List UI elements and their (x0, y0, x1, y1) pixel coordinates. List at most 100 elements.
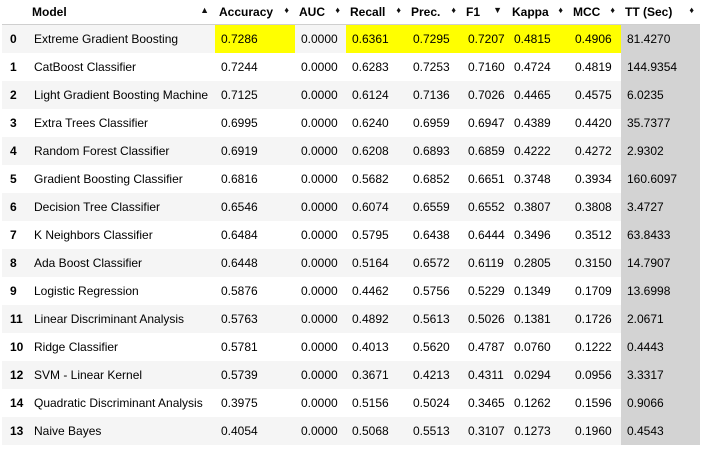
accuracy-cell: 0.5739 (215, 361, 295, 389)
model-name-cell: SVM - Linear Kernel (28, 361, 215, 389)
header-recall[interactable]: Recall ♦ (346, 0, 407, 25)
tt-cell: 0.4543 (621, 417, 700, 445)
recall-cell: 0.5164 (346, 249, 407, 277)
auc-cell: 0.0000 (295, 81, 346, 109)
prec-cell: 0.6959 (407, 109, 462, 137)
sort-arrows-icon[interactable]: ♦ (610, 5, 615, 15)
kappa-cell: 0.2805 (508, 249, 569, 277)
recall-cell: 0.3671 (346, 361, 407, 389)
mcc-cell: 0.4420 (569, 109, 621, 137)
table-row: 14 Quadratic Discriminant Analysis 0.3975 0… (2, 389, 700, 417)
recall-cell: 0.4462 (346, 277, 407, 305)
row-index: 12 (2, 361, 28, 389)
table-row: 3 Extra Trees Classifier 0.6995 0.0000 0.624… (2, 109, 700, 137)
row-index: 1 (2, 53, 28, 81)
table-row: 5 Gradient Boosting Classifier 0.6816 0.000… (2, 165, 700, 193)
model-name-cell: Gradient Boosting Classifier (28, 165, 215, 193)
sort-arrows-icon[interactable]: ♦ (558, 5, 563, 15)
row-index: 13 (2, 417, 28, 445)
prec-cell: 0.6438 (407, 221, 462, 249)
header-auc[interactable]: AUC ♦ (295, 0, 346, 25)
prec-cell: 0.5620 (407, 333, 462, 361)
f1-cell: 0.7207 (462, 24, 508, 53)
recall-cell: 0.6208 (346, 137, 407, 165)
model-name-cell: K Neighbors Classifier (28, 221, 215, 249)
kappa-cell: 0.3748 (508, 165, 569, 193)
sort-arrows-icon[interactable]: ♦ (396, 5, 401, 15)
model-name-cell: Quadratic Discriminant Analysis (28, 389, 215, 417)
mcc-cell: 0.3808 (569, 193, 621, 221)
model-name-cell: CatBoost Classifier (28, 53, 215, 81)
prec-cell: 0.7295 (407, 24, 462, 53)
sort-arrows-icon[interactable]: ♦ (689, 5, 694, 15)
header-tt[interactable]: TT (Sec) ♦ (621, 0, 700, 25)
mcc-cell: 0.1960 (569, 417, 621, 445)
f1-cell: 0.4311 (462, 361, 508, 389)
model-name-cell: Light Gradient Boosting Machine (28, 81, 215, 109)
kappa-cell: 0.0760 (508, 333, 569, 361)
row-index: 8 (2, 249, 28, 277)
accuracy-cell: 0.7125 (215, 81, 295, 109)
table-row: 0 Extreme Gradient Boosting 0.7286 0.0000 0.… (2, 24, 700, 53)
model-name-cell: Linear Discriminant Analysis (28, 305, 215, 333)
auc-cell: 0.0000 (295, 137, 346, 165)
accuracy-cell: 0.3975 (215, 389, 295, 417)
auc-cell: 0.0000 (295, 277, 346, 305)
mcc-cell: 0.1596 (569, 389, 621, 417)
header-row: Model ▲︎ Accuracy ♦ AUC ♦ Recall ♦ Prec. ♦ F1… (2, 0, 700, 25)
model-name-cell: Ada Boost Classifier (28, 249, 215, 277)
row-index: 11 (2, 305, 28, 333)
accuracy-cell: 0.6546 (215, 193, 295, 221)
mcc-cell: 0.4272 (569, 137, 621, 165)
auc-cell: 0.0000 (295, 249, 346, 277)
sort-desc-icon[interactable]: ▼ (493, 5, 502, 15)
prec-cell: 0.6893 (407, 137, 462, 165)
row-index: 7 (2, 221, 28, 249)
header-accuracy[interactable]: Accuracy ♦ (215, 0, 295, 25)
mcc-cell: 0.4819 (569, 53, 621, 81)
header-prec[interactable]: Prec. ♦ (407, 0, 462, 25)
header-mcc[interactable]: MCC ♦ (569, 0, 621, 25)
header-kappa[interactable]: Kappa ♦ (508, 0, 569, 25)
recall-cell: 0.5068 (346, 417, 407, 445)
auc-cell: 0.0000 (295, 305, 346, 333)
sort-arrows-icon[interactable]: ▲︎ (200, 5, 209, 15)
sort-arrows-icon[interactable]: ♦ (284, 5, 289, 15)
accuracy-cell: 0.7244 (215, 53, 295, 81)
auc-cell: 0.0000 (295, 333, 346, 361)
auc-cell: 0.0000 (295, 53, 346, 81)
header-f1[interactable]: F1 ▼ (462, 0, 508, 25)
tt-cell: 144.9354 (621, 53, 700, 81)
row-index: 6 (2, 193, 28, 221)
prec-cell: 0.6852 (407, 165, 462, 193)
table-row: 10 Ridge Classifier 0.5781 0.0000 0.4013 0.56… (2, 333, 700, 361)
model-name-cell: Ridge Classifier (28, 333, 215, 361)
row-index: 2 (2, 81, 28, 109)
table-body: 0 Extreme Gradient Boosting 0.7286 0.0000 0.… (2, 24, 700, 445)
mcc-cell: 0.4575 (569, 81, 621, 109)
prec-cell: 0.7136 (407, 81, 462, 109)
recall-cell: 0.5795 (346, 221, 407, 249)
f1-cell: 0.5026 (462, 305, 508, 333)
sort-arrows-icon[interactable]: ♦ (335, 5, 340, 15)
mcc-cell: 0.1222 (569, 333, 621, 361)
model-comparison-table: Model ▲︎ Accuracy ♦ AUC ♦ Recall ♦ Prec. ♦ F1… (2, 0, 700, 445)
auc-cell: 0.0000 (295, 221, 346, 249)
tt-cell: 6.0235 (621, 81, 700, 109)
recall-cell: 0.5156 (346, 389, 407, 417)
accuracy-cell: 0.6816 (215, 165, 295, 193)
sort-arrows-icon[interactable]: ♦ (451, 5, 456, 15)
table-row: 13 Naive Bayes 0.4054 0.0000 0.5068 0.5513 0.3… (2, 417, 700, 445)
f1-cell: 0.6119 (462, 249, 508, 277)
mcc-cell: 0.3150 (569, 249, 621, 277)
tt-cell: 35.7377 (621, 109, 700, 137)
recall-cell: 0.6240 (346, 109, 407, 137)
recall-cell: 0.6124 (346, 81, 407, 109)
recall-cell: 0.4013 (346, 333, 407, 361)
recall-cell: 0.6283 (346, 53, 407, 81)
table-row: 4 Random Forest Classifier 0.6919 0.0000 0.6… (2, 137, 700, 165)
accuracy-cell: 0.7286 (215, 24, 295, 53)
model-name-cell: Naive Bayes (28, 417, 215, 445)
mcc-cell: 0.3934 (569, 165, 621, 193)
header-model[interactable]: Model ▲︎ (28, 0, 215, 25)
